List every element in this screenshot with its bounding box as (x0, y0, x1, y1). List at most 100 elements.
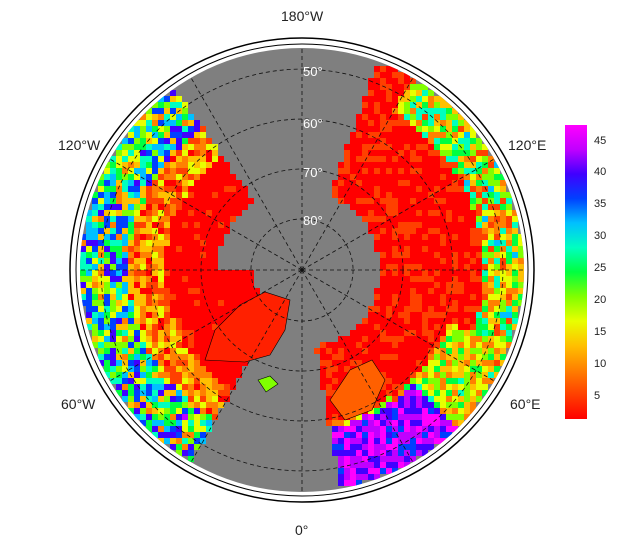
data-pixel (356, 180, 362, 186)
data-pixel (392, 198, 398, 204)
data-pixel (410, 114, 416, 120)
data-pixel (116, 204, 122, 210)
data-pixel (356, 342, 362, 348)
data-pixel (110, 318, 116, 324)
data-pixel (188, 306, 194, 312)
data-pixel (470, 390, 476, 396)
data-pixel (212, 300, 218, 306)
data-pixel (446, 228, 452, 234)
data-pixel (512, 228, 518, 234)
data-pixel (380, 258, 386, 264)
data-pixel (98, 342, 104, 348)
data-pixel (398, 432, 404, 438)
data-pixel (140, 288, 146, 294)
data-pixel (98, 354, 104, 360)
data-pixel (416, 354, 422, 360)
data-pixel (344, 342, 350, 348)
data-pixel (350, 474, 356, 480)
data-pixel (380, 168, 386, 174)
data-pixel (338, 468, 344, 474)
data-pixel (98, 222, 104, 228)
data-pixel (158, 96, 164, 102)
data-pixel (206, 246, 212, 252)
data-pixel (410, 186, 416, 192)
data-pixel (434, 384, 440, 390)
data-pixel (452, 186, 458, 192)
data-pixel (416, 402, 422, 408)
data-pixel (242, 270, 248, 276)
data-pixel (152, 336, 158, 342)
data-pixel (218, 216, 224, 222)
data-pixel (392, 252, 398, 258)
data-pixel (374, 336, 380, 342)
data-pixel (98, 360, 104, 366)
data-pixel (194, 162, 200, 168)
data-pixel (476, 378, 482, 384)
data-pixel (176, 372, 182, 378)
data-pixel (248, 282, 254, 288)
data-pixel (494, 210, 500, 216)
data-pixel (206, 138, 212, 144)
data-pixel (128, 378, 134, 384)
data-pixel (362, 126, 368, 132)
data-pixel (368, 228, 374, 234)
data-pixel (380, 354, 386, 360)
data-pixel (122, 210, 128, 216)
data-pixel (410, 216, 416, 222)
data-pixel (380, 156, 386, 162)
data-pixel (194, 348, 200, 354)
data-pixel (350, 348, 356, 354)
data-pixel (416, 294, 422, 300)
data-pixel (134, 126, 140, 132)
data-pixel (392, 402, 398, 408)
data-pixel (386, 216, 392, 222)
data-pixel (422, 330, 428, 336)
data-pixel (350, 144, 356, 150)
data-pixel (152, 144, 158, 150)
data-pixel (110, 294, 116, 300)
data-pixel (350, 420, 356, 426)
meridian-label-60e: 60°E (510, 396, 541, 412)
data-pixel (110, 174, 116, 180)
data-pixel (404, 348, 410, 354)
data-pixel (494, 168, 500, 174)
data-pixel (236, 186, 242, 192)
data-pixel (206, 420, 212, 426)
data-pixel (506, 252, 512, 258)
data-pixel (176, 144, 182, 150)
data-pixel (158, 360, 164, 366)
data-pixel (386, 402, 392, 408)
data-pixel (428, 102, 434, 108)
data-pixel (470, 306, 476, 312)
data-pixel (98, 180, 104, 186)
data-pixel (170, 444, 176, 450)
data-pixel (176, 396, 182, 402)
data-pixel (140, 402, 146, 408)
data-pixel (218, 288, 224, 294)
data-pixel (374, 138, 380, 144)
data-pixel (440, 210, 446, 216)
data-pixel (194, 174, 200, 180)
data-pixel (80, 276, 86, 282)
data-pixel (428, 426, 434, 432)
data-pixel (140, 162, 146, 168)
data-pixel (440, 192, 446, 198)
data-pixel (410, 120, 416, 126)
data-pixel (404, 312, 410, 318)
data-pixel (374, 156, 380, 162)
data-pixel (500, 234, 506, 240)
data-pixel (158, 204, 164, 210)
data-pixel (464, 150, 470, 156)
data-pixel (158, 354, 164, 360)
data-pixel (500, 324, 506, 330)
data-pixel (134, 192, 140, 198)
data-pixel (392, 90, 398, 96)
data-pixel (176, 384, 182, 390)
data-pixel (146, 240, 152, 246)
data-pixel (188, 444, 194, 450)
data-pixel (350, 438, 356, 444)
data-pixel (134, 138, 140, 144)
data-pixel (206, 378, 212, 384)
data-pixel (122, 330, 128, 336)
data-pixel (194, 198, 200, 204)
